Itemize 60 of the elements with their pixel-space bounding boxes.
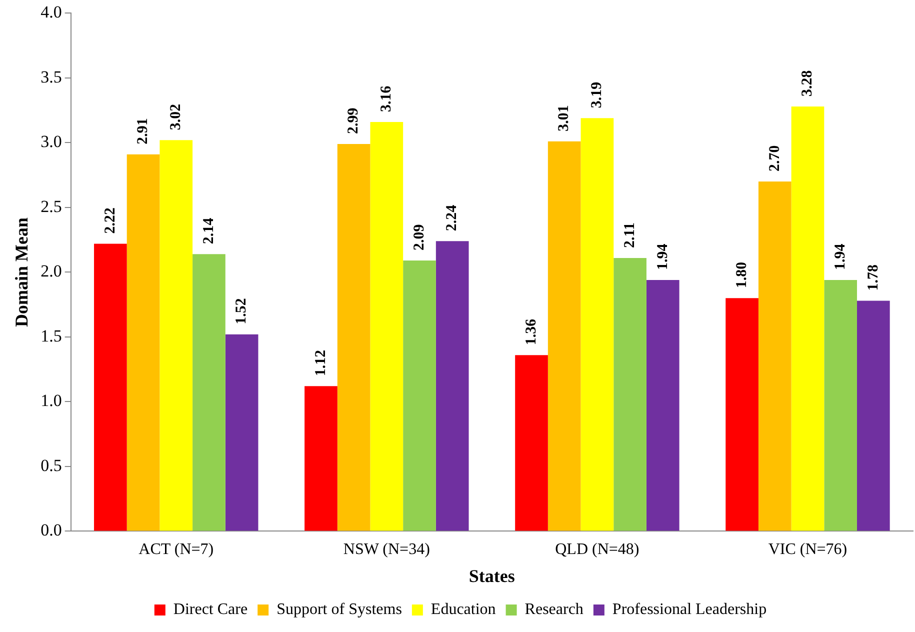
- x-axis-title: States: [468, 566, 515, 586]
- bar: [515, 355, 548, 531]
- bar: [126, 154, 160, 531]
- y-tick-label: 3.0: [40, 132, 62, 152]
- bar: [304, 386, 338, 531]
- text: 2.22: [102, 207, 118, 234]
- bar: [646, 280, 680, 531]
- bar: [726, 298, 758, 531]
- bar: [856, 300, 890, 531]
- y-tick-label: 3.5: [40, 67, 62, 86]
- bar: [370, 122, 404, 531]
- y-tick-label: 4.0: [40, 2, 62, 22]
- bar: [225, 334, 258, 531]
- text: 2.09: [411, 224, 428, 251]
- y-tick-label: 0.5: [40, 456, 62, 475]
- bar: [758, 182, 792, 531]
- bar: [548, 141, 581, 531]
- text: 3.28: [800, 70, 816, 96]
- y-tick-label: 2.0: [40, 262, 62, 281]
- x-tick-label: VIC (N=76): [768, 541, 848, 558]
- y-tick-label: 2.5: [40, 196, 62, 216]
- bar: [403, 260, 436, 531]
- x-tick-label: NSW (N=34): [343, 541, 430, 558]
- text: 3.01: [556, 105, 572, 132]
- bar: [160, 140, 193, 531]
- text: 1.80: [734, 262, 750, 288]
- text: 2.70: [766, 145, 783, 172]
- text: 3.16: [378, 86, 395, 112]
- text: 3.02: [168, 104, 184, 130]
- x-tick-label: ACT (N=7): [138, 541, 214, 558]
- bar: [192, 254, 226, 531]
- text: 1.78: [865, 264, 882, 291]
- text: 2.11: [622, 222, 638, 248]
- text: 1.94: [654, 244, 671, 270]
- bar: [614, 258, 646, 531]
- legend-label: Direct Care: [173, 601, 248, 618]
- text: 1.94: [832, 244, 848, 270]
- text: 1.36: [523, 318, 540, 346]
- bar: [791, 106, 824, 531]
- text: 1.12: [312, 350, 329, 376]
- x-tick-label: QLD (N=48): [555, 541, 640, 558]
- text: 2.99: [346, 108, 362, 134]
- text: 2.91: [135, 118, 152, 144]
- bar: [824, 280, 857, 531]
- text: 2.24: [444, 204, 460, 232]
- text: 2.14: [200, 218, 217, 244]
- y-tick-label: 1.0: [40, 391, 62, 410]
- bar: [94, 244, 127, 531]
- text: 1.52: [234, 298, 250, 324]
- bar: [580, 118, 614, 531]
- bar: [436, 241, 469, 531]
- y-tick-label: 0.0: [40, 520, 62, 540]
- legend-label: Research: [524, 601, 584, 618]
- legend-label: Support of Systems: [276, 601, 402, 618]
- legend-label: Education: [430, 601, 496, 618]
- bar: [337, 144, 370, 531]
- legend-label: Professional Leadership: [612, 601, 767, 618]
- y-axis-title: Domain Mean: [11, 217, 32, 327]
- text: 3.19: [589, 82, 606, 108]
- y-tick-label: 1.5: [40, 326, 62, 346]
